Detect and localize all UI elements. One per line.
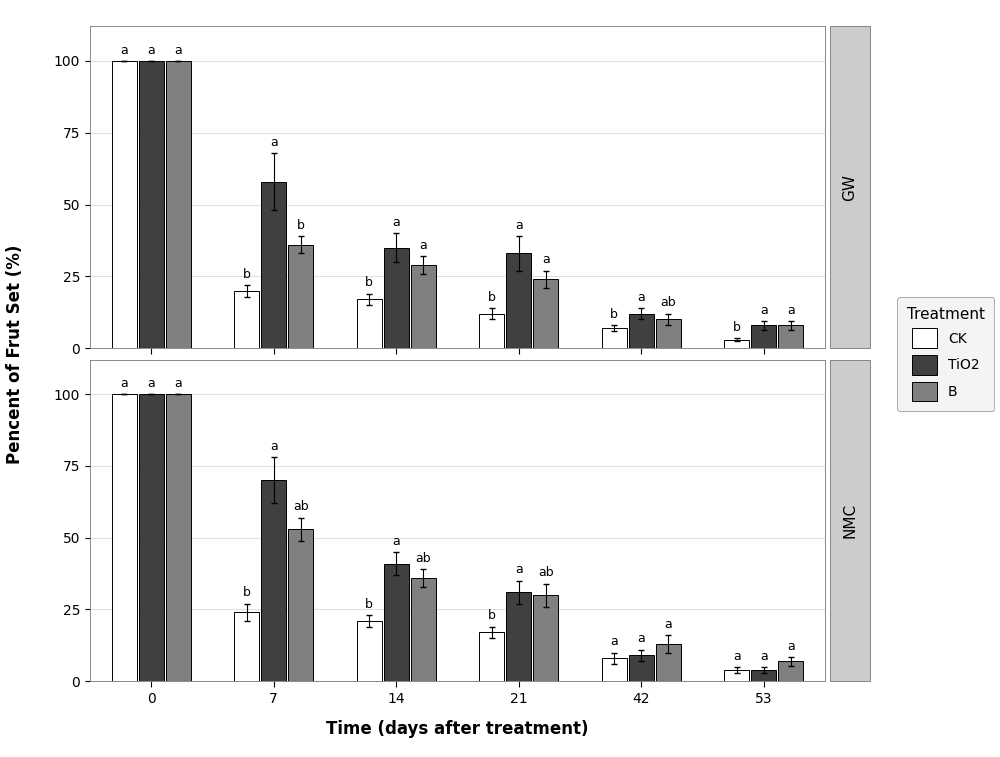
Bar: [629, 313, 654, 348]
Text: a: a: [610, 635, 618, 648]
Text: a: a: [120, 44, 128, 57]
Text: a: a: [515, 219, 523, 232]
Bar: [751, 670, 776, 681]
Text: b: b: [488, 291, 496, 304]
Text: a: a: [147, 44, 155, 57]
Bar: [479, 313, 504, 348]
Bar: [357, 299, 382, 348]
Bar: [261, 182, 286, 348]
Bar: [112, 394, 137, 681]
Text: a: a: [147, 377, 155, 390]
Bar: [506, 254, 531, 348]
Text: a: a: [733, 650, 741, 662]
Bar: [602, 328, 627, 348]
Bar: [261, 480, 286, 681]
Text: a: a: [760, 304, 768, 316]
Bar: [139, 61, 164, 348]
Text: a: a: [392, 534, 400, 548]
Text: b: b: [243, 268, 251, 281]
Text: GW: GW: [842, 174, 858, 201]
Bar: [724, 340, 749, 348]
Text: ab: ab: [415, 552, 431, 565]
Text: ab: ab: [293, 500, 309, 513]
Text: b: b: [733, 321, 741, 334]
Text: a: a: [419, 239, 427, 252]
Text: a: a: [637, 291, 645, 304]
Bar: [533, 279, 558, 348]
Bar: [411, 265, 436, 348]
Text: b: b: [365, 276, 373, 289]
Bar: [384, 248, 409, 348]
Text: b: b: [365, 598, 373, 611]
Text: a: a: [787, 304, 795, 316]
Bar: [724, 670, 749, 681]
Bar: [166, 61, 191, 348]
Text: a: a: [515, 563, 523, 576]
Text: ab: ab: [538, 566, 554, 579]
Text: a: a: [270, 136, 278, 148]
Bar: [288, 245, 313, 348]
Bar: [778, 326, 803, 348]
Bar: [751, 326, 776, 348]
Text: a: a: [787, 640, 795, 653]
Bar: [656, 644, 681, 681]
Text: NMC: NMC: [842, 503, 858, 538]
Text: a: a: [270, 440, 278, 453]
Legend: CK, TiO2, B: CK, TiO2, B: [897, 297, 994, 411]
Bar: [506, 592, 531, 681]
Text: a: a: [174, 377, 182, 390]
Bar: [166, 394, 191, 681]
Text: a: a: [542, 254, 550, 266]
Bar: [656, 319, 681, 348]
Bar: [384, 563, 409, 681]
Text: a: a: [760, 650, 768, 662]
Text: b: b: [488, 609, 496, 622]
Text: a: a: [120, 377, 128, 390]
Text: ab: ab: [660, 297, 676, 310]
Text: a: a: [174, 44, 182, 57]
Text: a: a: [392, 216, 400, 229]
Bar: [602, 659, 627, 681]
Bar: [629, 656, 654, 681]
Text: a: a: [637, 632, 645, 646]
Bar: [533, 595, 558, 681]
Bar: [778, 661, 803, 681]
Text: b: b: [297, 219, 305, 232]
Bar: [139, 394, 164, 681]
Bar: [479, 632, 504, 681]
Bar: [234, 612, 259, 681]
Text: Time (days after treatment): Time (days after treatment): [326, 720, 589, 738]
Bar: [288, 529, 313, 681]
Text: b: b: [610, 308, 618, 321]
Bar: [234, 291, 259, 348]
Bar: [411, 578, 436, 681]
Text: a: a: [664, 618, 672, 631]
Bar: [357, 621, 382, 681]
Text: Pencent of Frut Set (%): Pencent of Frut Set (%): [6, 245, 24, 463]
Text: b: b: [243, 587, 251, 600]
Bar: [112, 61, 137, 348]
